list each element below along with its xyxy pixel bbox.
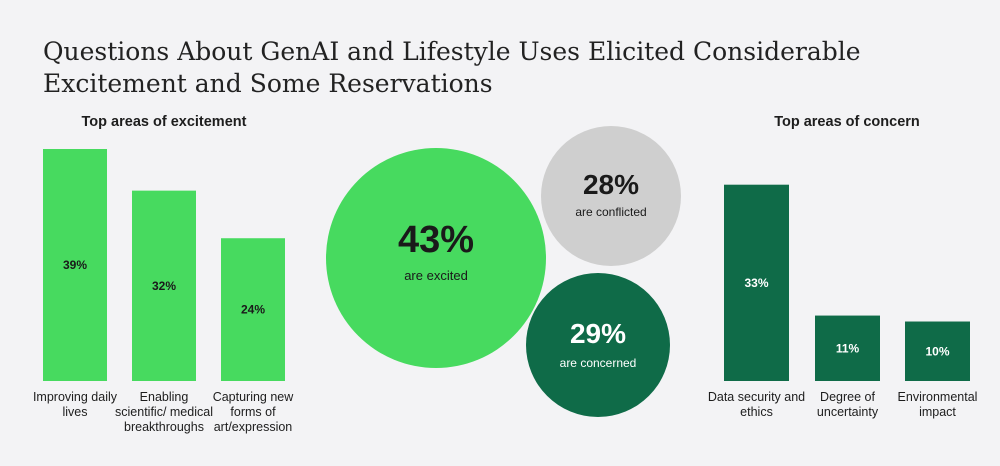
excitement-category-label-3: Capturing new forms of art/expression [212, 390, 294, 434]
excitement-category-label-2: Enabling scientific/ medical breakthroug… [115, 390, 213, 434]
concern-bar-3 [905, 321, 970, 381]
excitement-value-label-3: 24% [241, 303, 265, 317]
bubble-concerned-label: are concerned [560, 356, 637, 370]
concern-value-label-3: 10% [925, 344, 949, 358]
concern-value-label-1: 33% [744, 276, 768, 290]
concern-value-label-2: 11% [836, 341, 860, 355]
concern-bar-1 [724, 184, 789, 381]
excitement-value-label-1: 39% [63, 258, 87, 272]
bubble-conflicted-label: are conflicted [575, 205, 646, 219]
excitement-bar-2 [132, 190, 196, 381]
excitement-category-label-1: Improving daily lives [32, 390, 118, 419]
bubble-excited-label: are excited [404, 268, 468, 283]
concern-category-label-1: Data security and ethics [707, 390, 806, 419]
bubble-concerned-percent: 29% [570, 318, 626, 349]
excitement-value-label-2: 32% [152, 279, 176, 293]
bubble-conflicted [541, 126, 681, 266]
concern-bar-2 [815, 315, 880, 381]
bubble-excited-percent: 43% [398, 219, 474, 261]
excitement-bar-1 [43, 149, 107, 381]
concern-chart-title: Top areas of concern [774, 114, 920, 130]
bubble-excited [326, 148, 546, 368]
excitement-bar-3 [221, 238, 285, 381]
bubble-conflicted-percent: 28% [583, 169, 639, 200]
excitement-chart-title: Top areas of excitement [81, 114, 247, 130]
bubble-concerned [526, 273, 670, 417]
concern-category-label-2: Degree of uncertainty [816, 390, 879, 419]
page-title: Questions About GenAI and Lifestyle Uses… [43, 37, 861, 98]
concern-category-label-3: Environmental impact [897, 390, 978, 419]
